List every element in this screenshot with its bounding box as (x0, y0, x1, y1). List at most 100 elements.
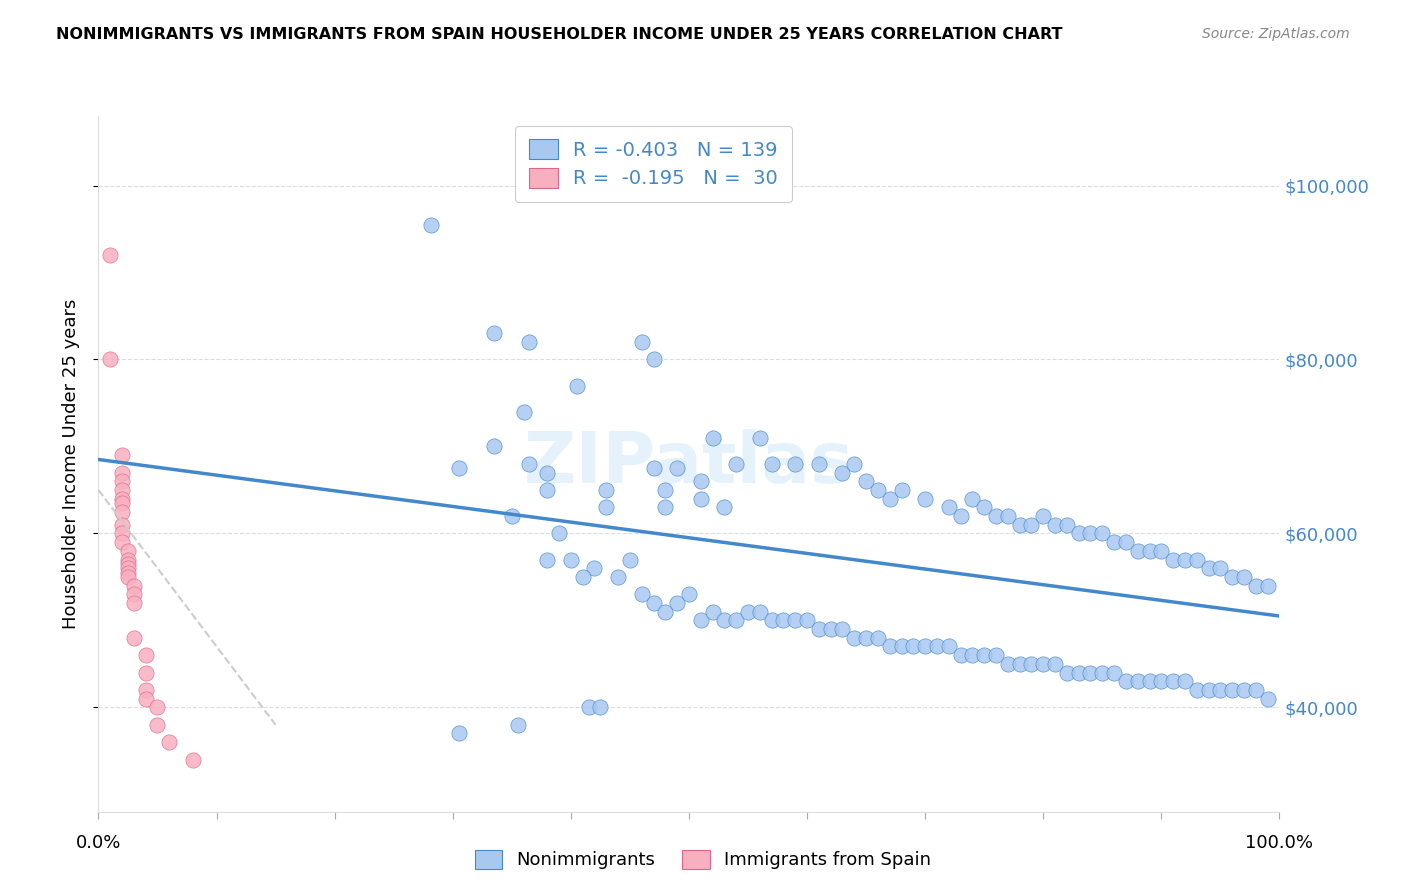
Point (157, 735, 180, 749)
Point (879, 640, 901, 654)
Point (689, 475, 711, 489)
Point (117, 552, 139, 566)
Point (1209, 683, 1232, 698)
Point (524, 144, 547, 158)
Point (1008, 657, 1031, 671)
Point (820, 622, 842, 636)
Point (111, 505, 134, 519)
Point (619, 552, 641, 566)
Point (1080, 526, 1102, 541)
Point (725, 457, 748, 471)
Point (666, 461, 689, 475)
Point (1233, 683, 1256, 698)
Point (879, 491, 901, 506)
Point (725, 614, 748, 628)
Point (1139, 674, 1161, 689)
Point (973, 648, 995, 662)
Point (111, 491, 134, 506)
Point (117, 557, 139, 571)
Text: NONIMMIGRANTS VS IMMIGRANTS FROM SPAIN HOUSEHOLDER INCOME UNDER 25 YEARS CORRELA: NONIMMIGRANTS VS IMMIGRANTS FROM SPAIN H… (56, 27, 1063, 42)
Point (583, 561, 606, 575)
Point (1244, 579, 1267, 593)
Point (914, 491, 936, 506)
Point (1091, 526, 1114, 541)
Point (1257, 579, 1279, 593)
Point (702, 605, 724, 619)
Point (1233, 570, 1256, 584)
Point (785, 614, 807, 628)
Point (111, 466, 134, 480)
Point (890, 640, 912, 654)
Point (1080, 665, 1102, 680)
Point (122, 579, 145, 593)
Point (501, 508, 523, 523)
Legend: Nonimmigrants, Immigrants from Spain: Nonimmigrants, Immigrants from Spain (465, 841, 941, 879)
Point (512, 405, 534, 419)
Point (111, 483, 134, 497)
Point (1043, 657, 1066, 671)
Point (678, 587, 700, 601)
Point (1150, 544, 1173, 558)
Point (135, 648, 157, 662)
Point (548, 526, 571, 541)
Point (111, 496, 134, 510)
Point (1091, 665, 1114, 680)
Point (938, 500, 960, 515)
Point (1067, 665, 1090, 680)
Point (1102, 535, 1125, 549)
Point (772, 614, 794, 628)
Point (1056, 517, 1078, 532)
Point (111, 517, 134, 532)
Point (135, 683, 157, 698)
Point (949, 648, 972, 662)
Point (1126, 674, 1149, 689)
Point (938, 640, 960, 654)
Point (146, 717, 169, 731)
Point (643, 461, 665, 475)
Point (925, 640, 948, 654)
Point (748, 431, 770, 445)
Point (666, 596, 689, 610)
Point (1198, 561, 1220, 575)
Point (654, 483, 676, 497)
Point (536, 483, 558, 497)
Point (578, 700, 600, 714)
Point (122, 631, 145, 645)
Point (713, 500, 735, 515)
Point (1209, 561, 1232, 575)
Point (1115, 535, 1137, 549)
Point (890, 483, 912, 497)
Point (117, 570, 139, 584)
Point (595, 500, 617, 515)
Point (962, 491, 984, 506)
Point (973, 500, 995, 515)
Point (1185, 683, 1208, 698)
Point (135, 691, 157, 706)
Point (1032, 657, 1054, 671)
Point (643, 596, 665, 610)
Point (519, 334, 541, 349)
Point (1126, 544, 1149, 558)
Point (844, 457, 866, 471)
Point (1174, 674, 1197, 689)
Point (111, 448, 134, 462)
Point (962, 648, 984, 662)
Point (1174, 552, 1197, 566)
Point (831, 622, 853, 636)
Point (1220, 683, 1243, 698)
Point (866, 483, 889, 497)
Point (997, 657, 1019, 671)
Point (949, 508, 972, 523)
Point (447, 461, 470, 475)
Point (643, 352, 665, 367)
Point (565, 378, 588, 392)
Point (1198, 683, 1220, 698)
Point (117, 566, 139, 580)
Point (117, 561, 139, 575)
Point (506, 717, 529, 731)
Point (689, 491, 711, 506)
Point (630, 587, 652, 601)
Text: ZIPatlas: ZIPatlas (524, 429, 853, 499)
Point (1021, 657, 1043, 671)
Point (581, 178, 603, 193)
